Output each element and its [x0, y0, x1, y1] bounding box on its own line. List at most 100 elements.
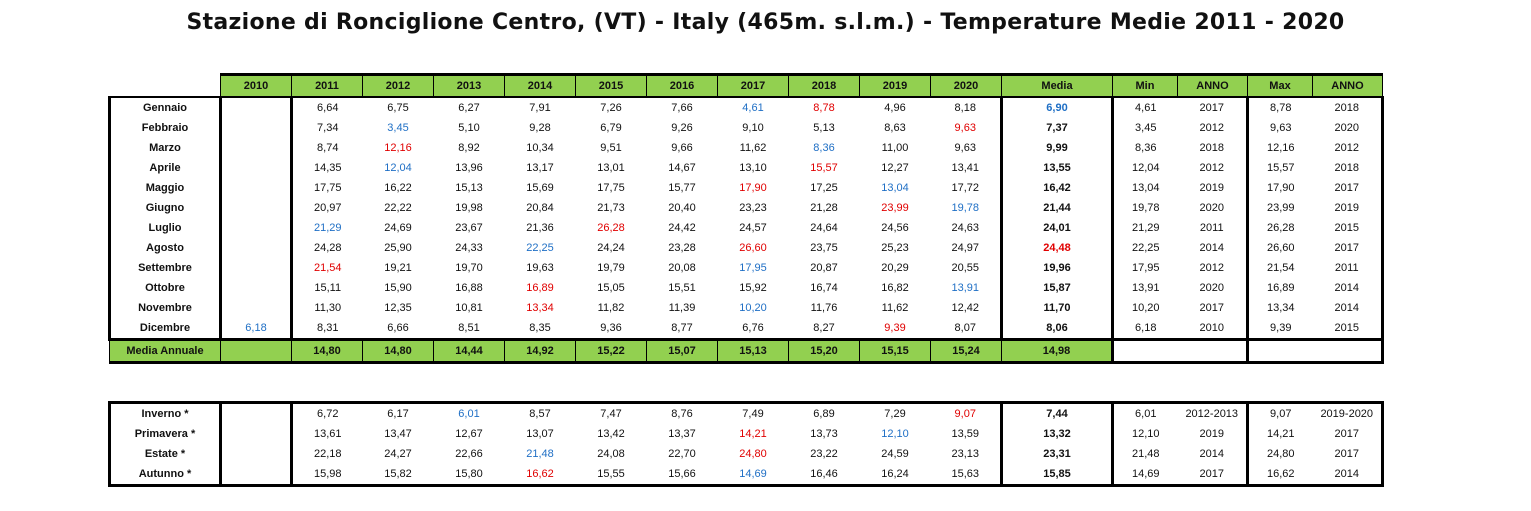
- value-cell: 15,13: [717, 338, 789, 364]
- value-cell: 20,87: [810, 262, 838, 274]
- min-cell: 3,45: [1135, 122, 1157, 134]
- header-corner: [109, 74, 221, 98]
- value-cell: 25,90: [384, 242, 412, 254]
- row-label: Inverno *: [108, 401, 222, 424]
- column-header: ANNO: [1177, 73, 1248, 98]
- min-year-cell: 2017: [1177, 464, 1249, 487]
- value-cell: 4,61: [742, 102, 764, 114]
- value-cell: 19,79: [597, 262, 625, 274]
- value-cell: 21,28: [810, 202, 838, 214]
- value-cell: [220, 424, 293, 444]
- value-cell: 24,97: [930, 238, 1003, 258]
- value-cell: 21,48: [526, 448, 554, 460]
- value-cell: 8,18: [930, 97, 1003, 118]
- column-header: Min: [1112, 73, 1178, 98]
- value-cell: [220, 178, 293, 198]
- value-cell: 17,75: [597, 182, 625, 194]
- value-cell: 8,57: [504, 401, 576, 424]
- min-year-cell: 2019: [1177, 178, 1249, 198]
- max-year-cell: 2011: [1312, 258, 1384, 278]
- min-cell: 21,29: [1131, 222, 1160, 234]
- max-cell: 17,90: [1266, 182, 1295, 194]
- min-cell: 8,36: [1135, 142, 1157, 154]
- value-cell: 23,22: [810, 448, 838, 460]
- column-header: 2014: [504, 73, 576, 98]
- value-cell: 9,10: [742, 122, 764, 134]
- max-cell: 26,60: [1266, 242, 1295, 254]
- column-header: 2018: [788, 73, 860, 98]
- max-cell: 23,99: [1266, 202, 1295, 214]
- media-cell: 9,99: [1001, 138, 1114, 158]
- table-row: Novembre 11,30 12,35 10,81 13,34 11,82 11,39 10…: [108, 298, 1384, 318]
- min-cell: 12,10: [1131, 428, 1160, 440]
- value-cell: 24,08: [597, 448, 625, 460]
- value-cell: 15,20: [788, 338, 860, 364]
- value-cell: 15,98: [291, 464, 363, 487]
- value-cell: [220, 238, 293, 258]
- value-cell: 21,73: [597, 202, 625, 214]
- header-row: 2010 2011 2012 2013 2014 2015 2016 2017 2018 2019…: [109, 73, 1383, 98]
- value-cell: 13,17: [526, 162, 554, 174]
- value-cell: 8,36: [813, 142, 835, 154]
- value-cell: 16,74: [810, 282, 838, 294]
- value-cell: 13,61: [313, 428, 342, 440]
- row-label: Febbraio: [108, 118, 222, 138]
- value-cell: 15,63: [930, 464, 1003, 487]
- value-cell: 19,98: [455, 202, 483, 214]
- table-row: Inverno * 6,72 6,17 6,01 8,57 7,47 8,76 7,49 6,8…: [108, 401, 1384, 424]
- value-cell: 24,56: [881, 222, 909, 234]
- value-cell: 21,29: [313, 222, 342, 234]
- value-cell: 17,72: [930, 178, 1003, 198]
- column-header: Max: [1247, 73, 1313, 98]
- value-cell: 24,63: [930, 218, 1003, 238]
- value-cell: 24,64: [810, 222, 838, 234]
- value-cell: [220, 138, 293, 158]
- value-cell: 8,07: [930, 318, 1003, 340]
- media-cell: 7,37: [1001, 118, 1114, 138]
- value-cell: 12,67: [455, 428, 483, 440]
- value-cell: 19,63: [526, 262, 554, 274]
- value-cell: 8,76: [646, 401, 718, 424]
- table-row: Dicembre 6,18 8,31 6,66 8,51 8,35 9,36 8,77 6,76…: [108, 318, 1384, 340]
- value-cell: 13,37: [668, 428, 696, 440]
- value-cell: 8,77: [671, 322, 693, 334]
- row-label: Estate *: [108, 444, 222, 464]
- value-cell: 14,67: [668, 162, 696, 174]
- min-year-cell: 2017: [1177, 97, 1249, 118]
- value-cell: 13,59: [930, 424, 1003, 444]
- value-cell: 9,66: [671, 142, 693, 154]
- media-cell: 11,70: [1001, 298, 1114, 318]
- value-cell: 6,18: [220, 318, 293, 340]
- value-cell: 15,55: [575, 464, 647, 487]
- media-cell: 23,31: [1001, 444, 1114, 464]
- min-year-cell: 2020: [1177, 278, 1249, 298]
- value-cell: 20,97: [313, 202, 342, 214]
- value-cell: 14,35: [313, 162, 342, 174]
- column-header: 2012: [362, 73, 434, 98]
- value-cell: 9,39: [884, 322, 906, 334]
- value-cell: 24,59: [881, 448, 909, 460]
- value-cell: 15,69: [526, 182, 554, 194]
- value-cell: 14,44: [433, 338, 505, 364]
- value-cell: 16,82: [881, 282, 909, 294]
- media-cell: 13,55: [1001, 158, 1114, 178]
- value-cell: 10,20: [739, 302, 767, 314]
- max-year-cell: 2014: [1312, 464, 1384, 487]
- min-cell: 13,04: [1131, 182, 1160, 194]
- row-label: Marzo: [108, 138, 222, 158]
- value-cell: 6,76: [742, 322, 764, 334]
- column-header: 2016: [646, 73, 718, 98]
- value-cell: 20,84: [526, 202, 554, 214]
- row-label: Aprile: [108, 158, 222, 178]
- media-cell: 13,32: [1001, 424, 1114, 444]
- value-cell: 7,66: [671, 102, 693, 114]
- table-row: Febbraio 7,34 3,45 5,10 9,28 6,79 9,26 9,10 5,13…: [108, 118, 1384, 138]
- value-cell: 9,63: [930, 138, 1003, 158]
- max-year-cell: 2018: [1312, 158, 1384, 178]
- value-cell: 9,36: [600, 322, 622, 334]
- value-cell: 11,62: [739, 142, 767, 154]
- min-year-cell: 2017: [1177, 298, 1249, 318]
- row-label: Media Annuale: [109, 338, 221, 364]
- row-label: Giugno: [108, 198, 222, 218]
- row-label: Autunno *: [108, 464, 222, 487]
